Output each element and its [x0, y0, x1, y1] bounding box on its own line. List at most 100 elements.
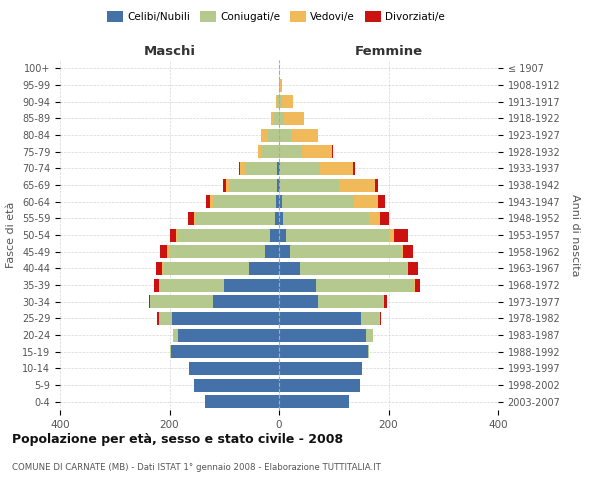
Bar	[279, 262, 300, 275]
Bar	[277, 162, 279, 175]
Bar	[151, 295, 214, 308]
Bar	[290, 245, 401, 258]
Bar	[213, 195, 276, 208]
Bar	[279, 112, 284, 125]
Bar	[240, 162, 245, 175]
Bar	[178, 328, 279, 342]
Bar	[279, 345, 368, 358]
Bar	[316, 278, 413, 291]
Bar	[415, 278, 420, 291]
Bar	[167, 245, 169, 258]
Bar	[279, 78, 280, 92]
Bar	[172, 312, 279, 325]
Bar	[276, 195, 279, 208]
Bar	[279, 395, 349, 408]
Bar	[170, 345, 279, 358]
Bar	[279, 295, 319, 308]
Bar	[160, 245, 167, 258]
Bar	[286, 228, 389, 241]
Bar	[279, 328, 365, 342]
Bar	[277, 178, 279, 192]
Bar	[361, 312, 379, 325]
Bar	[394, 228, 407, 241]
Bar	[158, 278, 160, 291]
Bar	[188, 212, 194, 225]
Text: Maschi: Maschi	[143, 46, 196, 59]
Bar	[279, 145, 302, 158]
Bar	[413, 278, 415, 291]
Bar	[365, 328, 373, 342]
Text: Femmine: Femmine	[355, 46, 422, 59]
Bar	[262, 128, 268, 141]
Bar	[403, 245, 413, 258]
Bar	[370, 212, 380, 225]
Bar	[156, 262, 163, 275]
Bar	[279, 212, 283, 225]
Bar	[279, 378, 360, 392]
Bar	[206, 195, 210, 208]
Bar	[226, 178, 229, 192]
Y-axis label: Anni di nascita: Anni di nascita	[570, 194, 580, 276]
Bar	[170, 228, 176, 241]
Bar	[245, 162, 277, 175]
Bar	[401, 245, 403, 258]
Bar	[214, 295, 279, 308]
Bar	[279, 245, 290, 258]
Bar	[279, 162, 280, 175]
Bar	[239, 162, 240, 175]
Bar	[282, 195, 354, 208]
Bar	[279, 195, 282, 208]
Bar	[383, 295, 384, 308]
Bar	[205, 395, 279, 408]
Bar	[375, 178, 377, 192]
Bar	[271, 112, 274, 125]
Bar	[188, 362, 279, 375]
Bar	[173, 328, 178, 342]
Bar	[169, 245, 265, 258]
Bar	[368, 345, 370, 358]
Bar	[291, 128, 319, 141]
Legend: Celibi/Nubili, Coniugati/e, Vedovi/e, Divorziati/e: Celibi/Nubili, Coniugati/e, Vedovi/e, Di…	[104, 8, 448, 25]
Bar	[158, 312, 172, 325]
Bar	[229, 178, 277, 192]
Bar	[169, 345, 170, 358]
Bar	[279, 95, 282, 108]
Bar	[277, 95, 279, 108]
Bar	[339, 178, 375, 192]
Bar	[154, 278, 158, 291]
Bar	[178, 228, 270, 241]
Bar	[380, 312, 382, 325]
Bar	[275, 212, 279, 225]
Bar	[280, 78, 282, 92]
Bar	[270, 228, 279, 241]
Bar	[320, 162, 353, 175]
Bar	[384, 295, 387, 308]
Bar	[262, 145, 279, 158]
Bar	[265, 245, 279, 258]
Bar	[268, 128, 279, 141]
Bar	[164, 262, 249, 275]
Bar	[195, 212, 275, 225]
Bar	[210, 195, 213, 208]
Bar	[389, 228, 394, 241]
Bar	[163, 262, 164, 275]
Bar	[223, 178, 226, 192]
Bar	[249, 262, 279, 275]
Bar	[380, 212, 389, 225]
Bar	[379, 312, 380, 325]
Bar	[280, 178, 339, 192]
Bar	[283, 212, 370, 225]
Text: COMUNE DI CARNATE (MB) - Dati ISTAT 1° gennaio 2008 - Elaborazione TUTTITALIA.IT: COMUNE DI CARNATE (MB) - Dati ISTAT 1° g…	[12, 462, 381, 471]
Bar	[258, 145, 262, 158]
Bar	[280, 162, 320, 175]
Bar	[319, 295, 383, 308]
Text: Popolazione per età, sesso e stato civile - 2008: Popolazione per età, sesso e stato civil…	[12, 432, 343, 446]
Bar	[274, 112, 279, 125]
Bar	[279, 128, 291, 141]
Bar	[284, 112, 304, 125]
Bar	[276, 95, 277, 108]
Bar	[302, 145, 332, 158]
Bar	[378, 195, 385, 208]
Bar	[157, 312, 158, 325]
Bar	[194, 378, 279, 392]
